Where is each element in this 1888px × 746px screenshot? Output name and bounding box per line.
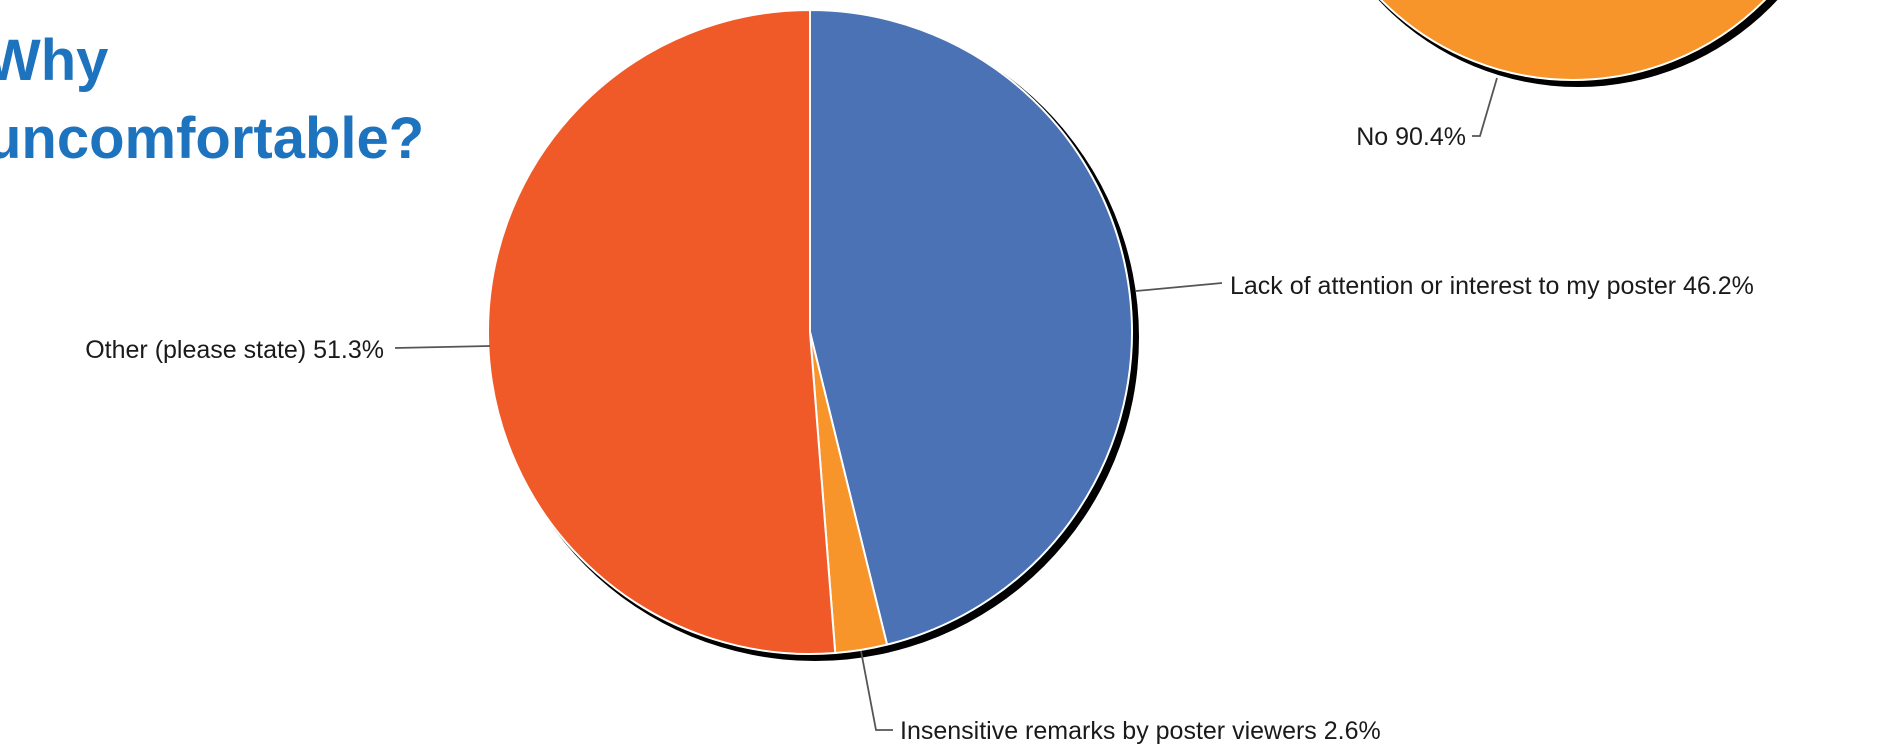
leader-line-lack-of-attention	[1135, 282, 1223, 292]
slice-label-no: No 90.4%	[1356, 123, 1466, 151]
main-pie-chart	[487, 9, 1139, 661]
slice-label-insensitive-remarks: Insensitive remarks by poster viewers 2.…	[900, 717, 1381, 745]
leader-line-other	[394, 345, 491, 349]
pie-slice-other	[487, 9, 837, 655]
secondary-pie-chart: No 90.4%	[1356, 0, 1778, 151]
leader-line-no	[1472, 77, 1498, 137]
pie-slice-no	[1379, 0, 1767, 81]
main-pie-labels: Lack of attention or interest to my post…	[85, 272, 1754, 745]
leader-line-insensitive-remarks	[860, 650, 893, 731]
page-title: Why uncomfortable?	[0, 22, 424, 178]
pie-slice-lack-of-attention	[809, 9, 1133, 646]
title-line-1: Why	[0, 28, 109, 93]
title-line-2: uncomfortable?	[0, 106, 425, 171]
slice-label-other: Other (please state) 51.3%	[85, 336, 384, 364]
slice-label-lack-of-attention: Lack of attention or interest to my post…	[1230, 272, 1754, 300]
